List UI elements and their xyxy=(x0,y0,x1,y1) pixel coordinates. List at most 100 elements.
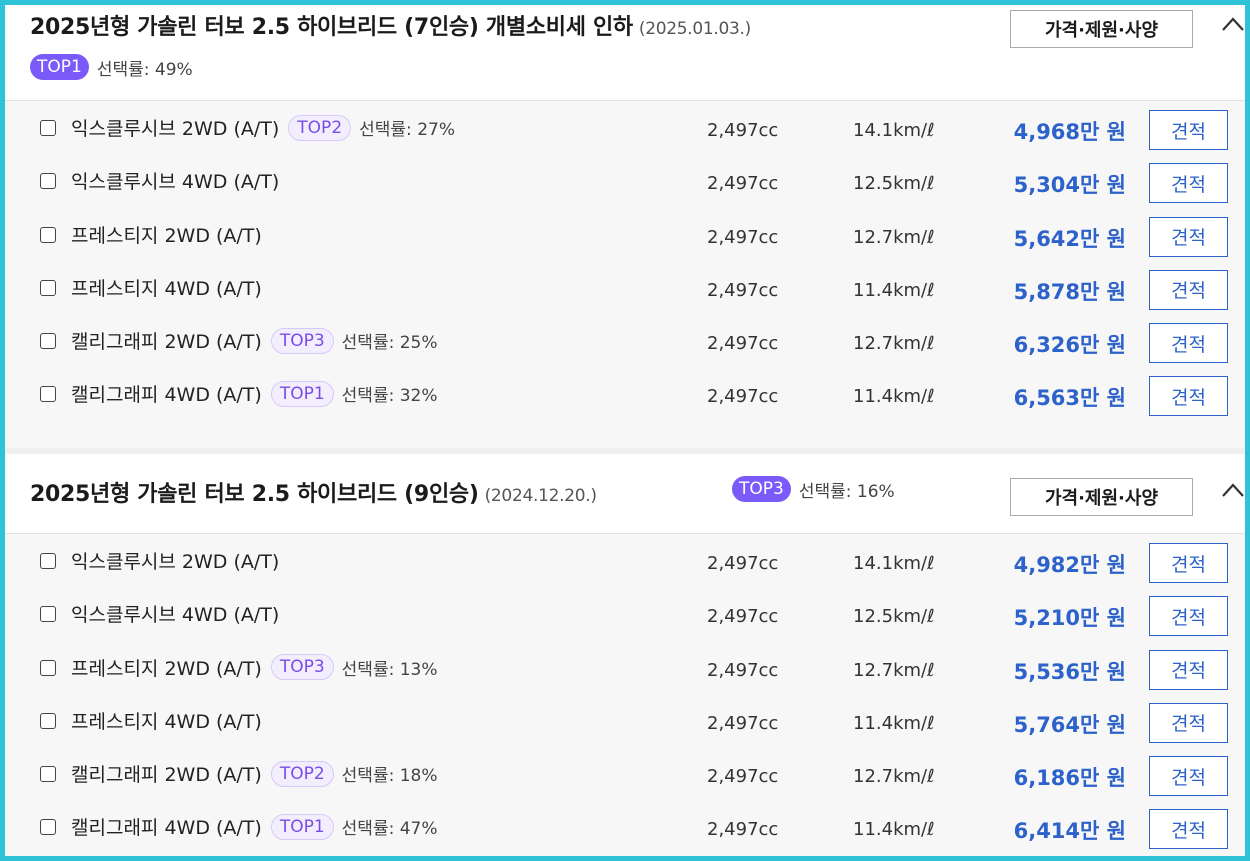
trim-row: 캘리그래피 4WD (A/T) TOP1 선택률: 32% 2,497cc 11.4km… xyxy=(5,372,1245,425)
selection-rate: 선택률: 13% xyxy=(341,659,438,680)
engine-displacement: 2,497cc xyxy=(707,819,779,841)
trim-name: 프레스티지 2WD (A/T) xyxy=(71,224,262,247)
quote-button[interactable]: 견적 xyxy=(1149,163,1228,204)
trim-label: 캘리그래피 4WD (A/T) TOP1 선택률: 32% xyxy=(71,380,438,407)
engine-displacement: 2,497cc xyxy=(707,333,779,355)
group-header: 2025년형 가솔린 터보 2.5 하이브리드 (7인승) 개별소비세 인하 (2… xyxy=(5,5,1245,101)
trim-name: 캘리그래피 2WD (A/T) xyxy=(71,331,262,354)
trim-row: 익스클루시브 4WD (A/T) 2,497cc 12.5km/ℓ 5,304만 원 견… xyxy=(5,159,1245,212)
trim-price: 5,642만 원 xyxy=(1013,226,1126,251)
chevron-up-icon[interactable] xyxy=(1221,482,1245,498)
selection-rate: 선택률: 18% xyxy=(341,766,438,787)
fuel-efficiency: 12.7km/ℓ xyxy=(853,226,935,248)
engine-displacement: 2,497cc xyxy=(707,712,779,734)
trim-name: 익스클루시브 4WD (A/T) xyxy=(71,604,280,627)
trim-name: 캘리그래피 4WD (A/T) xyxy=(71,817,262,840)
quote-button[interactable]: 견적 xyxy=(1149,376,1228,417)
trim-checkbox[interactable] xyxy=(40,606,56,623)
trim-checkbox[interactable] xyxy=(40,279,56,296)
trim-label: 캘리그래피 2WD (A/T) TOP2 선택률: 18% xyxy=(71,760,438,787)
trim-checkbox[interactable] xyxy=(40,819,56,836)
trim-label: 프레스티지 2WD (A/T) TOP3 선택률: 13% xyxy=(71,654,438,681)
fuel-efficiency: 14.1km/ℓ xyxy=(853,553,935,574)
trim-price: 6,563만 원 xyxy=(1013,386,1126,411)
trim-row: 익스클루시브 4WD (A/T) 2,497cc 12.5km/ℓ 5,210만 원 견… xyxy=(5,592,1245,645)
trim-checkbox[interactable] xyxy=(40,333,56,350)
quote-button[interactable]: 견적 xyxy=(1149,110,1228,150)
selection-rate: 선택률: 32% xyxy=(341,386,438,407)
trim-checkbox[interactable] xyxy=(40,712,56,729)
engine-displacement: 2,497cc xyxy=(707,120,779,141)
trim-label: 프레스티지 4WD (A/T) xyxy=(71,707,271,734)
trim-price: 4,982만 원 xyxy=(1013,553,1126,577)
trim-group-9-seater: 2025년형 가솔린 터보 2.5 하이브리드 (9인승) (2024.12.20… xyxy=(5,454,1245,856)
fuel-efficiency: 12.7km/ℓ xyxy=(853,333,935,355)
group-title: 2025년형 가솔린 터보 2.5 하이브리드 (9인승) (2024.12.20… xyxy=(30,482,597,507)
top-rank-badge: TOP1 xyxy=(30,54,89,80)
trim-checkbox[interactable] xyxy=(40,766,56,783)
trim-row: 캘리그래피 4WD (A/T) TOP1 선택률: 47% 2,497cc 11.4km… xyxy=(5,805,1245,856)
trim-name: 익스클루시브 2WD (A/T) xyxy=(71,118,280,140)
chevron-up-icon[interactable] xyxy=(1221,16,1245,32)
quote-button[interactable]: 견적 xyxy=(1149,323,1228,364)
trim-rows: 익스클루시브 2WD (A/T) TOP2 선택률: 27% 2,497cc 14.1k… xyxy=(5,101,1245,448)
trim-checkbox[interactable] xyxy=(40,120,56,136)
selection-rate: 선택률: 16% xyxy=(798,481,895,502)
group-date: (2025.01.03.) xyxy=(638,19,751,39)
fuel-efficiency: 12.7km/ℓ xyxy=(853,766,935,788)
engine-displacement: 2,497cc xyxy=(707,173,779,195)
trim-row: 프레스티지 4WD (A/T) 2,497cc 11.4km/ℓ 5,878만 원 견적 xyxy=(5,266,1245,319)
selection-rate: 선택률: 27% xyxy=(359,120,455,140)
trim-checkbox[interactable] xyxy=(40,386,56,403)
trim-label: 프레스티지 2WD (A/T) xyxy=(71,221,271,248)
trim-price: 6,186만 원 xyxy=(1013,766,1126,791)
top-rank-badge: TOP2 xyxy=(288,114,352,141)
quote-button[interactable]: 견적 xyxy=(1149,702,1228,743)
fuel-efficiency: 11.4km/ℓ xyxy=(853,386,935,408)
trim-row: 프레스티지 2WD (A/T) 2,497cc 12.7km/ℓ 5,642만 원 견적 xyxy=(5,213,1245,266)
selection-rate: 선택률: 25% xyxy=(341,333,438,354)
top-rank-badge: TOP3 xyxy=(270,327,334,354)
engine-displacement: 2,497cc xyxy=(707,766,779,788)
price-spec-button[interactable]: 가격·제원·사양 xyxy=(1010,478,1193,516)
trim-price: 4,968만 원 xyxy=(1013,120,1126,144)
top-rank-badge: TOP1 xyxy=(270,813,334,840)
group-rank: TOP3 선택률: 16% xyxy=(732,476,895,502)
quote-button[interactable]: 견적 xyxy=(1149,269,1228,310)
quote-button[interactable]: 견적 xyxy=(1149,649,1228,690)
quote-button[interactable]: 견적 xyxy=(1149,809,1228,850)
selection-rate: 선택률: 47% xyxy=(341,819,438,840)
trim-name: 프레스티지 4WD (A/T) xyxy=(71,710,262,733)
fuel-efficiency: 11.4km/ℓ xyxy=(853,712,935,734)
trim-price: 6,326만 원 xyxy=(1013,333,1126,358)
price-spec-button[interactable]: 가격·제원·사양 xyxy=(1010,10,1193,48)
fuel-efficiency: 12.5km/ℓ xyxy=(853,173,935,195)
engine-displacement: 2,497cc xyxy=(707,606,779,628)
trim-name: 익스클루시브 4WD (A/T) xyxy=(71,171,280,194)
group-title: 2025년형 가솔린 터보 2.5 하이브리드 (7인승) 개별소비세 인하 (2… xyxy=(30,15,751,40)
trim-group-7-seater: 2025년형 가솔린 터보 2.5 하이브리드 (7인승) 개별소비세 인하 (2… xyxy=(5,5,1245,448)
quote-button[interactable]: 견적 xyxy=(1149,216,1228,257)
trim-label: 익스클루시브 4WD (A/T) xyxy=(71,167,288,194)
trim-checkbox[interactable] xyxy=(40,659,56,676)
trim-checkbox[interactable] xyxy=(40,173,56,190)
fuel-efficiency: 14.1km/ℓ xyxy=(853,120,935,141)
quote-button[interactable]: 견적 xyxy=(1149,596,1228,637)
trim-price: 5,210만 원 xyxy=(1013,606,1126,631)
engine-displacement: 2,497cc xyxy=(707,226,779,248)
group-header: 2025년형 가솔린 터보 2.5 하이브리드 (9인승) (2024.12.20… xyxy=(5,454,1245,534)
trim-checkbox[interactable] xyxy=(40,553,56,569)
trim-label: 익스클루시브 4WD (A/T) xyxy=(71,600,288,627)
quote-button[interactable]: 견적 xyxy=(1149,543,1228,583)
trim-row: 캘리그래피 2WD (A/T) TOP3 선택률: 25% 2,497cc 12.7km… xyxy=(5,319,1245,372)
group-rank: TOP1 선택률: 49% xyxy=(30,54,193,80)
trim-name: 익스클루시브 2WD (A/T) xyxy=(71,551,280,573)
trim-checkbox[interactable] xyxy=(40,226,56,243)
trim-price: 5,764만 원 xyxy=(1013,712,1126,737)
engine-displacement: 2,497cc xyxy=(707,386,779,408)
fuel-efficiency: 12.5km/ℓ xyxy=(853,606,935,628)
quote-button[interactable]: 견적 xyxy=(1149,756,1228,797)
fuel-efficiency: 12.7km/ℓ xyxy=(853,659,935,681)
trim-row: 익스클루시브 2WD (A/T) 2,497cc 14.1km/ℓ 4,982만 원 견… xyxy=(5,539,1245,592)
